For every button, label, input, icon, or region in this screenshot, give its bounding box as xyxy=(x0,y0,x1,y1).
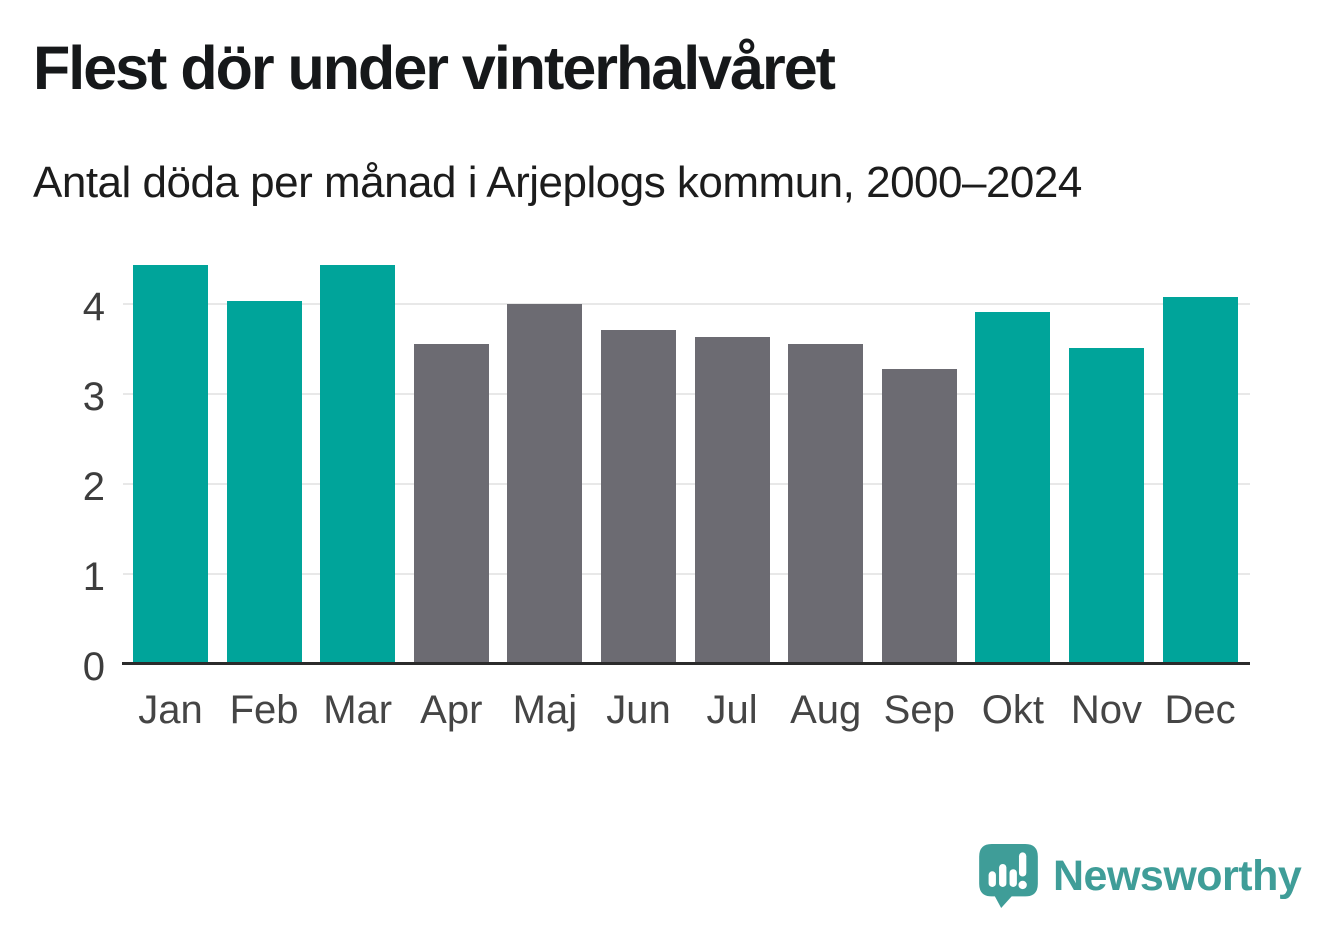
plot-area xyxy=(122,255,1250,665)
bar-mar xyxy=(320,264,396,664)
x-label-okt: Okt xyxy=(981,688,1044,732)
x-label-mar: Mar xyxy=(323,688,393,732)
gridline-y-3 xyxy=(123,393,1250,396)
bar-sep xyxy=(881,369,957,664)
chart-subtitle: Antal döda per månad i Arjeplogs kommun,… xyxy=(33,158,1082,207)
x-label-feb: Feb xyxy=(229,688,299,732)
bar-feb xyxy=(226,300,302,664)
x-label-jun: Jun xyxy=(606,688,671,732)
x-axis-labels: Jan Feb Mar Apr Maj Jun Jul Aug Sep Okt Nov Dec xyxy=(125,684,1250,736)
newsworthy-logo-text: Newsworthy xyxy=(1053,851,1302,900)
x-label-sep: Sep xyxy=(883,688,955,732)
x-label-dec: Dec xyxy=(1164,688,1236,732)
x-label-nov: Nov xyxy=(1070,688,1142,732)
chart-title: Flest dör under vinterhalvåret xyxy=(33,34,836,102)
x-label-jul: Jul xyxy=(706,688,758,732)
y-tick-label-1: 1 xyxy=(82,555,105,600)
x-axis-line xyxy=(122,662,1250,665)
gridline-y-2 xyxy=(123,483,1250,486)
bar-jun xyxy=(600,329,676,664)
y-tick-label-0: 0 xyxy=(82,645,105,689)
bar-aug xyxy=(788,344,864,664)
bar-maj xyxy=(507,304,583,664)
gridline-y-1 xyxy=(123,573,1250,576)
gridline-y-4 xyxy=(123,303,1250,306)
bars-container xyxy=(125,255,1250,664)
y-tick-label-4: 4 xyxy=(82,285,105,330)
x-label-apr: Apr xyxy=(420,688,483,732)
bar-jul xyxy=(694,336,770,664)
bar-jan xyxy=(133,264,208,664)
bar-nov xyxy=(1068,347,1144,664)
x-label-maj: Maj xyxy=(512,688,578,732)
newsworthy-speech-bubble-bar-chart-icon xyxy=(979,844,1038,908)
bar-okt xyxy=(975,311,1051,664)
x-label-aug: Aug xyxy=(790,688,862,732)
x-label-jan: Jan xyxy=(138,688,203,732)
y-tick-label-3: 3 xyxy=(82,375,105,420)
newsworthy-logo: Newsworthy xyxy=(977,843,1302,909)
y-tick-label-2: 2 xyxy=(82,465,105,510)
bar-apr xyxy=(413,344,489,664)
bar-dec xyxy=(1162,297,1238,664)
